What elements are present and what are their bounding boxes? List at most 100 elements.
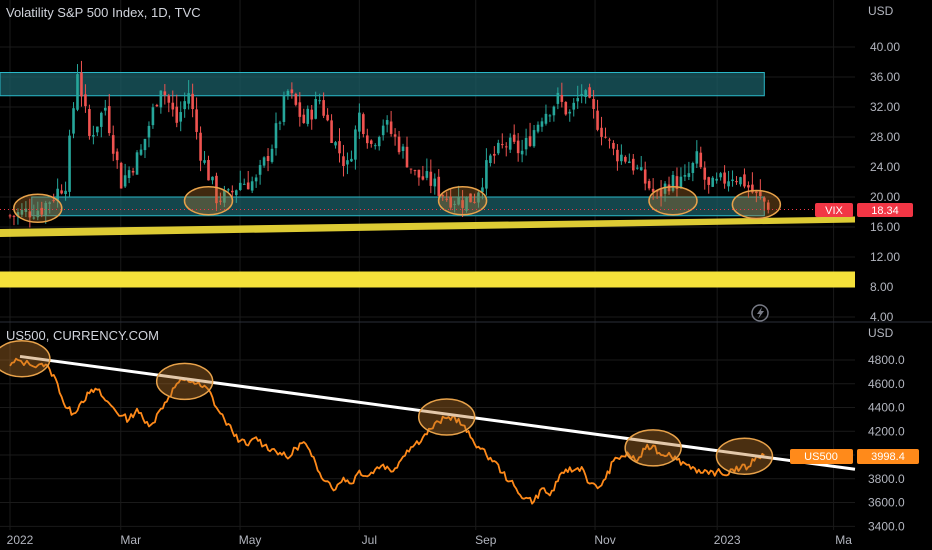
vix-candle-body — [171, 102, 175, 110]
vix-candle-body — [231, 190, 234, 193]
vix-candle-body — [16, 212, 20, 217]
vix-candle-body — [80, 72, 83, 97]
vix-candle-body — [111, 135, 115, 154]
vix-candle-body — [624, 156, 627, 162]
time-axis[interactable]: 2022 Mar May Jul Sep Nov 2023 Ma — [7, 533, 853, 547]
vix-tag-value: 18.34 — [871, 205, 899, 217]
vix-y-tick-label: 28.00 — [870, 130, 900, 144]
us500-chart-title: US500, CURRENCY.COM — [6, 328, 159, 343]
vix-candle-body — [465, 196, 468, 211]
vix-candle-body — [508, 137, 512, 150]
vix-candle-body — [306, 108, 310, 124]
vix-candle-body — [163, 91, 167, 96]
us500-highlight-circle — [624, 429, 682, 467]
x-tick-label: Ma — [835, 533, 852, 547]
vix-y-tick-label: 24.00 — [870, 160, 900, 174]
vix-candle-body — [493, 153, 496, 156]
vix-candle-body — [159, 90, 163, 108]
vix-candle-body — [735, 181, 738, 183]
vix-candle-body — [342, 156, 345, 166]
vix-candle-body — [766, 202, 770, 210]
vix-candle-body — [544, 113, 548, 124]
vix-candle-body — [215, 175, 218, 204]
vix-y-tick-label: 40.00 — [870, 40, 900, 54]
vix-candle-body — [223, 190, 226, 203]
vix-candle-body — [373, 145, 377, 147]
vix-candle-body — [381, 125, 385, 136]
vix-candle-body — [687, 173, 691, 177]
vix-candle-body — [76, 74, 79, 110]
vix-candle-body — [127, 170, 131, 178]
us500-y-tick-label: 3600.0 — [868, 496, 905, 510]
vix-candle-body — [695, 151, 699, 164]
vix-candle-body — [556, 92, 560, 104]
vix-horizontal-yellow-band — [0, 271, 855, 288]
vix-candle-body — [385, 120, 389, 125]
vix-candle-body — [338, 141, 341, 154]
vix-candle-body — [246, 182, 250, 190]
vix-candle-body — [759, 191, 762, 196]
vix-candle-body — [270, 148, 274, 162]
vix-candle-body — [441, 195, 445, 197]
us500-price-line — [9, 357, 765, 505]
vix-chart-title: Volatility S&P 500 Index, 1D, TVC — [6, 5, 201, 20]
vix-candle-body — [409, 168, 413, 170]
vix-candle-body — [24, 208, 28, 212]
vix-candle-body — [536, 124, 540, 132]
vix-highlight-circle — [648, 186, 698, 216]
vix-candle-body — [425, 171, 429, 178]
vix-candle-body — [199, 132, 202, 161]
vix-candle-body — [600, 127, 603, 137]
vix-candle-body — [643, 169, 647, 184]
vix-candle-body — [282, 96, 286, 122]
vix-candle-body — [211, 176, 214, 181]
vix-y-tick-label: 32.00 — [870, 100, 900, 114]
vix-highlight-circle — [13, 193, 63, 223]
vix-candle-body — [743, 174, 746, 187]
vix-candle-body — [219, 200, 222, 202]
vix-candle-body — [397, 136, 401, 153]
vix-candle-body — [350, 158, 353, 162]
us500-y-tick-label: 4400.0 — [868, 401, 905, 415]
vix-candle-body — [683, 175, 687, 177]
vix-candle-body — [739, 177, 742, 185]
vix-candle-body — [699, 152, 703, 168]
lightning-icon[interactable] — [751, 304, 769, 322]
vix-last-price-tag: VIX 18.34 — [815, 203, 913, 217]
x-tick-label: Sep — [475, 533, 497, 547]
vix-candle-body — [635, 167, 639, 169]
vix-candle-body — [294, 93, 298, 105]
vix-candle-body — [497, 142, 500, 154]
vix-candle-body — [675, 176, 679, 190]
vix-candle-body — [504, 146, 508, 148]
vix-candle-body — [207, 159, 210, 181]
vix-candle-body — [679, 176, 683, 188]
vix-candle-body — [433, 178, 437, 187]
vix-candle-body — [278, 122, 282, 124]
vix-candle-body — [457, 197, 460, 205]
vix-candle-body — [437, 176, 441, 196]
vix-candle-body — [366, 135, 369, 144]
vix-candle-body — [56, 188, 59, 201]
vix-tag-label: VIX — [825, 205, 843, 217]
vix-candle-body — [572, 102, 576, 110]
vix-candle-body — [540, 121, 544, 127]
vix-candle-body — [298, 102, 302, 117]
vix-candle-body — [183, 101, 186, 110]
vix-candle-body — [667, 184, 671, 192]
vix-candle-body — [520, 150, 524, 155]
vix-candle-body — [155, 104, 159, 107]
vix-y-tick-label: 4.00 — [870, 310, 894, 324]
vix-candle-body — [64, 190, 67, 194]
vix-candle-body — [266, 156, 270, 162]
vix-candle-body — [604, 136, 607, 138]
vix-candle-body — [92, 135, 95, 137]
us500-pane[interactable] — [0, 340, 856, 505]
vix-candle-body — [147, 125, 151, 138]
vix-candle-body — [532, 130, 536, 147]
vix-currency-label: USD — [868, 4, 894, 18]
vix-pane[interactable] — [0, 60, 855, 288]
x-tick-label: 2022 — [7, 533, 34, 547]
vix-candle-body — [274, 123, 278, 149]
vix-candle-body — [596, 110, 599, 130]
